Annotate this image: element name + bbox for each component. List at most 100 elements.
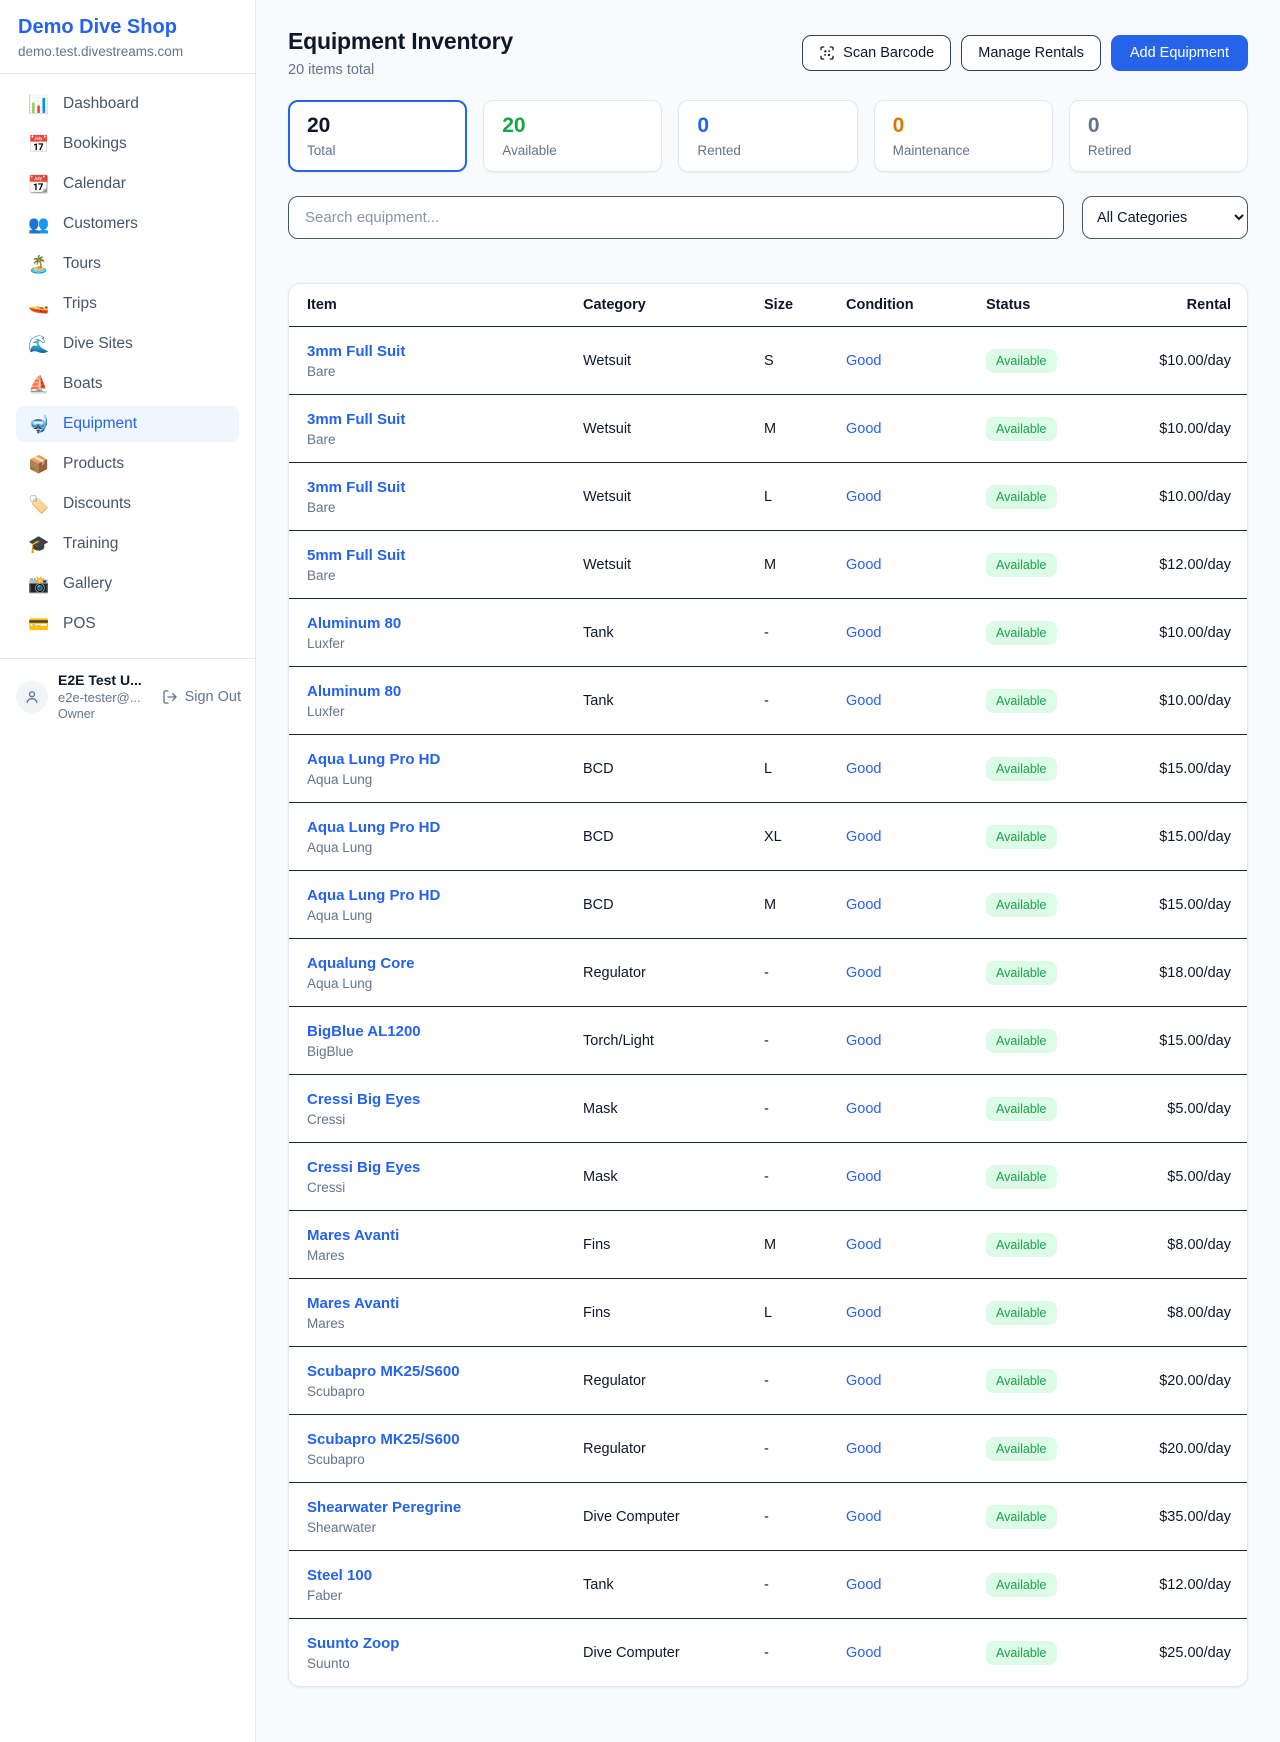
- item-name-link[interactable]: Aqualung Core: [307, 954, 415, 972]
- condition-link[interactable]: Good: [846, 964, 882, 981]
- sidebar-item-tours[interactable]: 🏝️ Tours: [16, 246, 239, 282]
- item-name-link[interactable]: Cressi Big Eyes: [307, 1090, 421, 1108]
- condition-link[interactable]: Good: [846, 488, 882, 505]
- condition-link[interactable]: Good: [846, 828, 882, 845]
- sidebar-item-training[interactable]: 🎓 Training: [16, 526, 239, 562]
- item-name-link[interactable]: BigBlue AL1200: [307, 1022, 421, 1040]
- item-name-link[interactable]: Scubapro MK25/S600: [307, 1430, 460, 1448]
- stat-card-rented[interactable]: 0 Rented: [678, 100, 858, 172]
- stat-label: Total: [307, 143, 336, 158]
- add-equipment-button[interactable]: Add Equipment: [1110, 35, 1248, 71]
- item-brand: Bare: [307, 363, 336, 379]
- table-row-scubapro-mk25-s600: Scubapro MK25/S600 Scubapro Regulator - …: [289, 1346, 1247, 1414]
- sidebar-item-boats[interactable]: ⛵ Boats: [16, 366, 239, 402]
- item-name-link[interactable]: Aqua Lung Pro HD: [307, 886, 441, 904]
- condition-link[interactable]: Good: [846, 1236, 882, 1253]
- item-name-link[interactable]: 5mm Full Suit: [307, 546, 406, 564]
- condition-link[interactable]: Good: [846, 1032, 882, 1049]
- sign-out-button[interactable]: Sign Out: [162, 689, 241, 705]
- condition-link[interactable]: Good: [846, 760, 882, 777]
- item-name-link[interactable]: Suunto Zoop: [307, 1634, 400, 1652]
- item-name-link[interactable]: 3mm Full Suit: [307, 342, 406, 360]
- condition-link[interactable]: Good: [846, 556, 882, 573]
- item-name-link[interactable]: 3mm Full Suit: [307, 478, 406, 496]
- item-name-link[interactable]: 3mm Full Suit: [307, 410, 406, 428]
- item-cell: BigBlue AL1200 BigBlue: [307, 1023, 583, 1059]
- item-name-link[interactable]: Steel 100: [307, 1566, 373, 1584]
- stat-value: 20: [307, 114, 331, 137]
- sidebar-item-equipment[interactable]: 🤿 Equipment: [16, 406, 239, 442]
- status-cell: Available: [986, 892, 1136, 917]
- status-cell: Available: [986, 1572, 1136, 1597]
- condition-link[interactable]: Good: [846, 624, 882, 641]
- table-row-suunto-zoop: Suunto Zoop Suunto Dive Computer - Good …: [289, 1618, 1247, 1686]
- item-name-link[interactable]: Mares Avanti: [307, 1226, 400, 1244]
- rental-cell: $35.00/day: [1159, 1508, 1231, 1525]
- item-cell: Aqua Lung Pro HD Aqua Lung: [307, 819, 583, 855]
- status-cell: Available: [986, 1232, 1136, 1257]
- stat-card-retired[interactable]: 0 Retired: [1068, 100, 1249, 172]
- status-badge: Available: [986, 1028, 1057, 1053]
- stat-label: Rented: [697, 143, 741, 158]
- condition-link[interactable]: Good: [846, 1508, 882, 1525]
- item-brand: Aqua Lung: [307, 975, 373, 991]
- category-cell: Tank: [583, 1576, 614, 1593]
- status-cell: Available: [986, 484, 1136, 509]
- search-input[interactable]: [288, 196, 1064, 239]
- scan-barcode-button[interactable]: Scan Barcode: [802, 35, 952, 71]
- condition-link[interactable]: Good: [846, 1440, 882, 1457]
- sidebar-item-gallery[interactable]: 📸 Gallery: [16, 566, 239, 602]
- stat-card-total[interactable]: 20 Total: [288, 100, 468, 172]
- item-name-link[interactable]: Cressi Big Eyes: [307, 1158, 421, 1176]
- sidebar-item-dive-sites[interactable]: 🌊 Dive Sites: [16, 326, 239, 362]
- item-cell: Cressi Big Eyes Cressi: [307, 1091, 583, 1127]
- condition-link[interactable]: Good: [846, 420, 882, 437]
- condition-link[interactable]: Good: [846, 692, 882, 709]
- sidebar-item-bookings[interactable]: 📅 Bookings: [16, 126, 239, 162]
- item-name-link[interactable]: Scubapro MK25/S600: [307, 1362, 460, 1380]
- item-name-link[interactable]: Aqua Lung Pro HD: [307, 818, 441, 836]
- sidebar-item-products[interactable]: 📦 Products: [16, 446, 239, 482]
- category-select[interactable]: All Categories: [1082, 196, 1248, 239]
- category-cell: Tank: [583, 624, 614, 641]
- condition-link[interactable]: Good: [846, 352, 882, 369]
- table-row-3mm-full-suit: 3mm Full Suit Bare Wetsuit S Good Availa…: [289, 326, 1247, 394]
- rental-cell: $25.00/day: [1159, 1644, 1231, 1661]
- item-name-link[interactable]: Aluminum 80: [307, 682, 402, 700]
- condition-link[interactable]: Good: [846, 1644, 882, 1661]
- boats-icon: ⛵: [28, 374, 50, 394]
- condition-link[interactable]: Good: [846, 896, 882, 913]
- page-title: Equipment Inventory: [288, 28, 513, 54]
- item-brand: Shearwater: [307, 1519, 377, 1535]
- sidebar-item-discounts[interactable]: 🏷️ Discounts: [16, 486, 239, 522]
- item-cell: Aluminum 80 Luxfer: [307, 683, 583, 719]
- condition-link[interactable]: Good: [846, 1372, 882, 1389]
- item-name-link[interactable]: Shearwater Peregrine: [307, 1498, 462, 1516]
- user-section: E2E Test U... e2e-tester@... Owner Sign …: [0, 659, 255, 734]
- category-cell: Regulator: [583, 1372, 646, 1389]
- condition-link[interactable]: Good: [846, 1100, 882, 1117]
- sign-out-label: Sign Out: [184, 688, 241, 705]
- item-brand: Bare: [307, 431, 336, 447]
- manage-rentals-button[interactable]: Manage Rentals: [961, 35, 1101, 71]
- sidebar-item-pos[interactable]: 💳 POS: [16, 606, 239, 642]
- condition-link[interactable]: Good: [846, 1168, 882, 1185]
- item-brand: Aqua Lung: [307, 839, 373, 855]
- item-name-link[interactable]: Mares Avanti: [307, 1294, 400, 1312]
- item-brand: Bare: [307, 567, 336, 583]
- status-badge: Available: [986, 1436, 1057, 1461]
- stat-card-available[interactable]: 20 Available: [483, 100, 663, 172]
- condition-link[interactable]: Good: [846, 1576, 882, 1593]
- item-name-link[interactable]: Aqua Lung Pro HD: [307, 750, 441, 768]
- table-row-bigblue-al1200: BigBlue AL1200 BigBlue Torch/Light - Goo…: [289, 1006, 1247, 1074]
- condition-link[interactable]: Good: [846, 1304, 882, 1321]
- sidebar-item-customers[interactable]: 👥 Customers: [16, 206, 239, 242]
- stat-value: 0: [892, 114, 905, 137]
- sidebar-item-trips[interactable]: 🚤 Trips: [16, 286, 239, 322]
- item-name-link[interactable]: Aluminum 80: [307, 614, 402, 632]
- trips-icon: 🚤: [28, 294, 50, 314]
- stat-card-maintenance[interactable]: 0 Maintenance: [873, 100, 1053, 172]
- sidebar-item-dashboard[interactable]: 📊 Dashboard: [16, 86, 239, 122]
- sidebar-item-calendar[interactable]: 📆 Calendar: [16, 166, 239, 202]
- status-badge: Available: [986, 960, 1057, 985]
